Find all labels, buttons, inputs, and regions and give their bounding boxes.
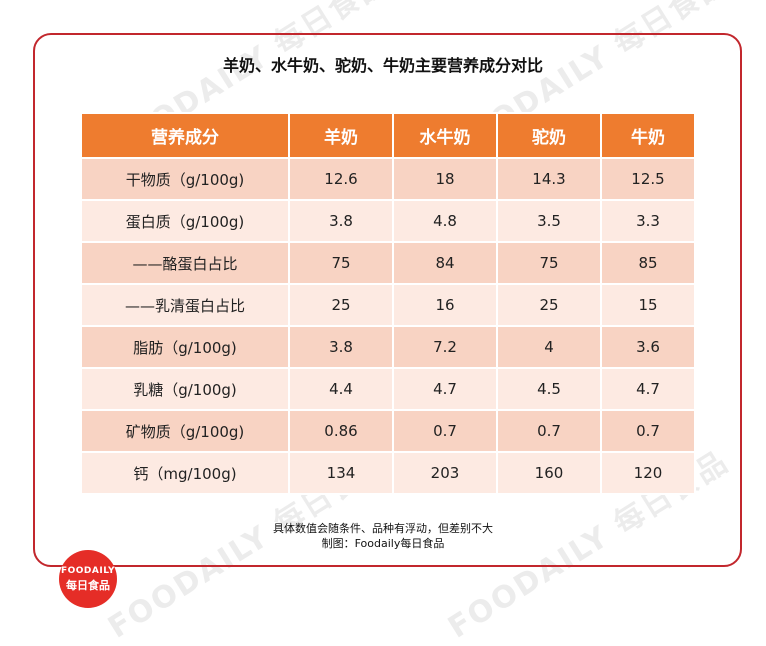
table-cell: 15 [600,283,696,327]
card-frame [33,33,742,567]
table-cell: 4.7 [600,367,696,411]
table-cell: 84 [392,241,498,285]
table-row: 矿物质（g/100g) 0.86 0.7 0.7 0.7 [80,409,696,453]
row-label: 乳糖（g/100g) [80,367,290,411]
table-cell: 160 [496,451,602,495]
table-cell: 12.5 [600,157,696,201]
nutrition-table: 营养成分 羊奶 水牛奶 驼奶 牛奶 干物质（g/100g) 12.6 18 14… [80,112,696,495]
row-label: 钙（mg/100g) [80,451,290,495]
table-row: ——乳清蛋白占比 25 16 25 15 [80,283,696,327]
row-label: 干物质（g/100g) [80,157,290,201]
table-cell: 16 [392,283,498,327]
table-cell: 0.7 [496,409,602,453]
table-row: 钙（mg/100g) 134 203 160 120 [80,451,696,495]
table-cell: 75 [496,241,602,285]
row-label: ——酪蛋白占比 [80,241,290,285]
table-cell: 4.7 [392,367,498,411]
table-cell: 4.4 [288,367,394,411]
row-label: ——乳清蛋白占比 [80,283,290,327]
table-row: 蛋白质（g/100g) 3.8 4.8 3.5 3.3 [80,199,696,243]
table-cell: 203 [392,451,498,495]
table-cell: 7.2 [392,325,498,369]
column-header: 羊奶 [288,112,394,159]
table-cell: 4.5 [496,367,602,411]
table-cell: 4.8 [392,199,498,243]
column-header: 水牛奶 [392,112,498,159]
table-row: 乳糖（g/100g) 4.4 4.7 4.5 4.7 [80,367,696,411]
table-header-row: 营养成分 羊奶 水牛奶 驼奶 牛奶 [80,112,696,159]
table-cell: 25 [496,283,602,327]
table-cell: 25 [288,283,394,327]
page-title: 羊奶、水牛奶、驼奶、牛奶主要营养成分对比 [222,56,543,75]
brand-logo: FOODAILY 每日食品 [59,550,117,608]
table-cell: 3.3 [600,199,696,243]
column-header: 牛奶 [600,112,696,159]
table-cell: 3.6 [600,325,696,369]
row-label: 矿物质（g/100g) [80,409,290,453]
table-row: 干物质（g/100g) 12.6 18 14.3 12.5 [80,157,696,201]
footnote: 具体数值会随条件、品种有浮动，但差别不大 [273,522,493,535]
table-row: 脂肪（g/100g) 3.8 7.2 4 3.6 [80,325,696,369]
row-label: 脂肪（g/100g) [80,325,290,369]
row-label: 蛋白质（g/100g) [80,199,290,243]
table-cell: 12.6 [288,157,394,201]
table-cell: 134 [288,451,394,495]
table-cell: 3.8 [288,325,394,369]
table-cell: 3.5 [496,199,602,243]
table-cell: 14.3 [496,157,602,201]
column-header: 驼奶 [496,112,602,159]
table-cell: 0.7 [392,409,498,453]
table-cell: 0.86 [288,409,394,453]
table-cell: 85 [600,241,696,285]
table-cell: 75 [288,241,394,285]
table-cell: 4 [496,325,602,369]
table-row: ——酪蛋白占比 75 84 75 85 [80,241,696,285]
table-cell: 18 [392,157,498,201]
table-cell: 0.7 [600,409,696,453]
table-cell: 3.8 [288,199,394,243]
credit-line: 制图：Foodaily每日食品 [321,537,445,550]
column-header: 营养成分 [80,112,290,159]
table-cell: 120 [600,451,696,495]
